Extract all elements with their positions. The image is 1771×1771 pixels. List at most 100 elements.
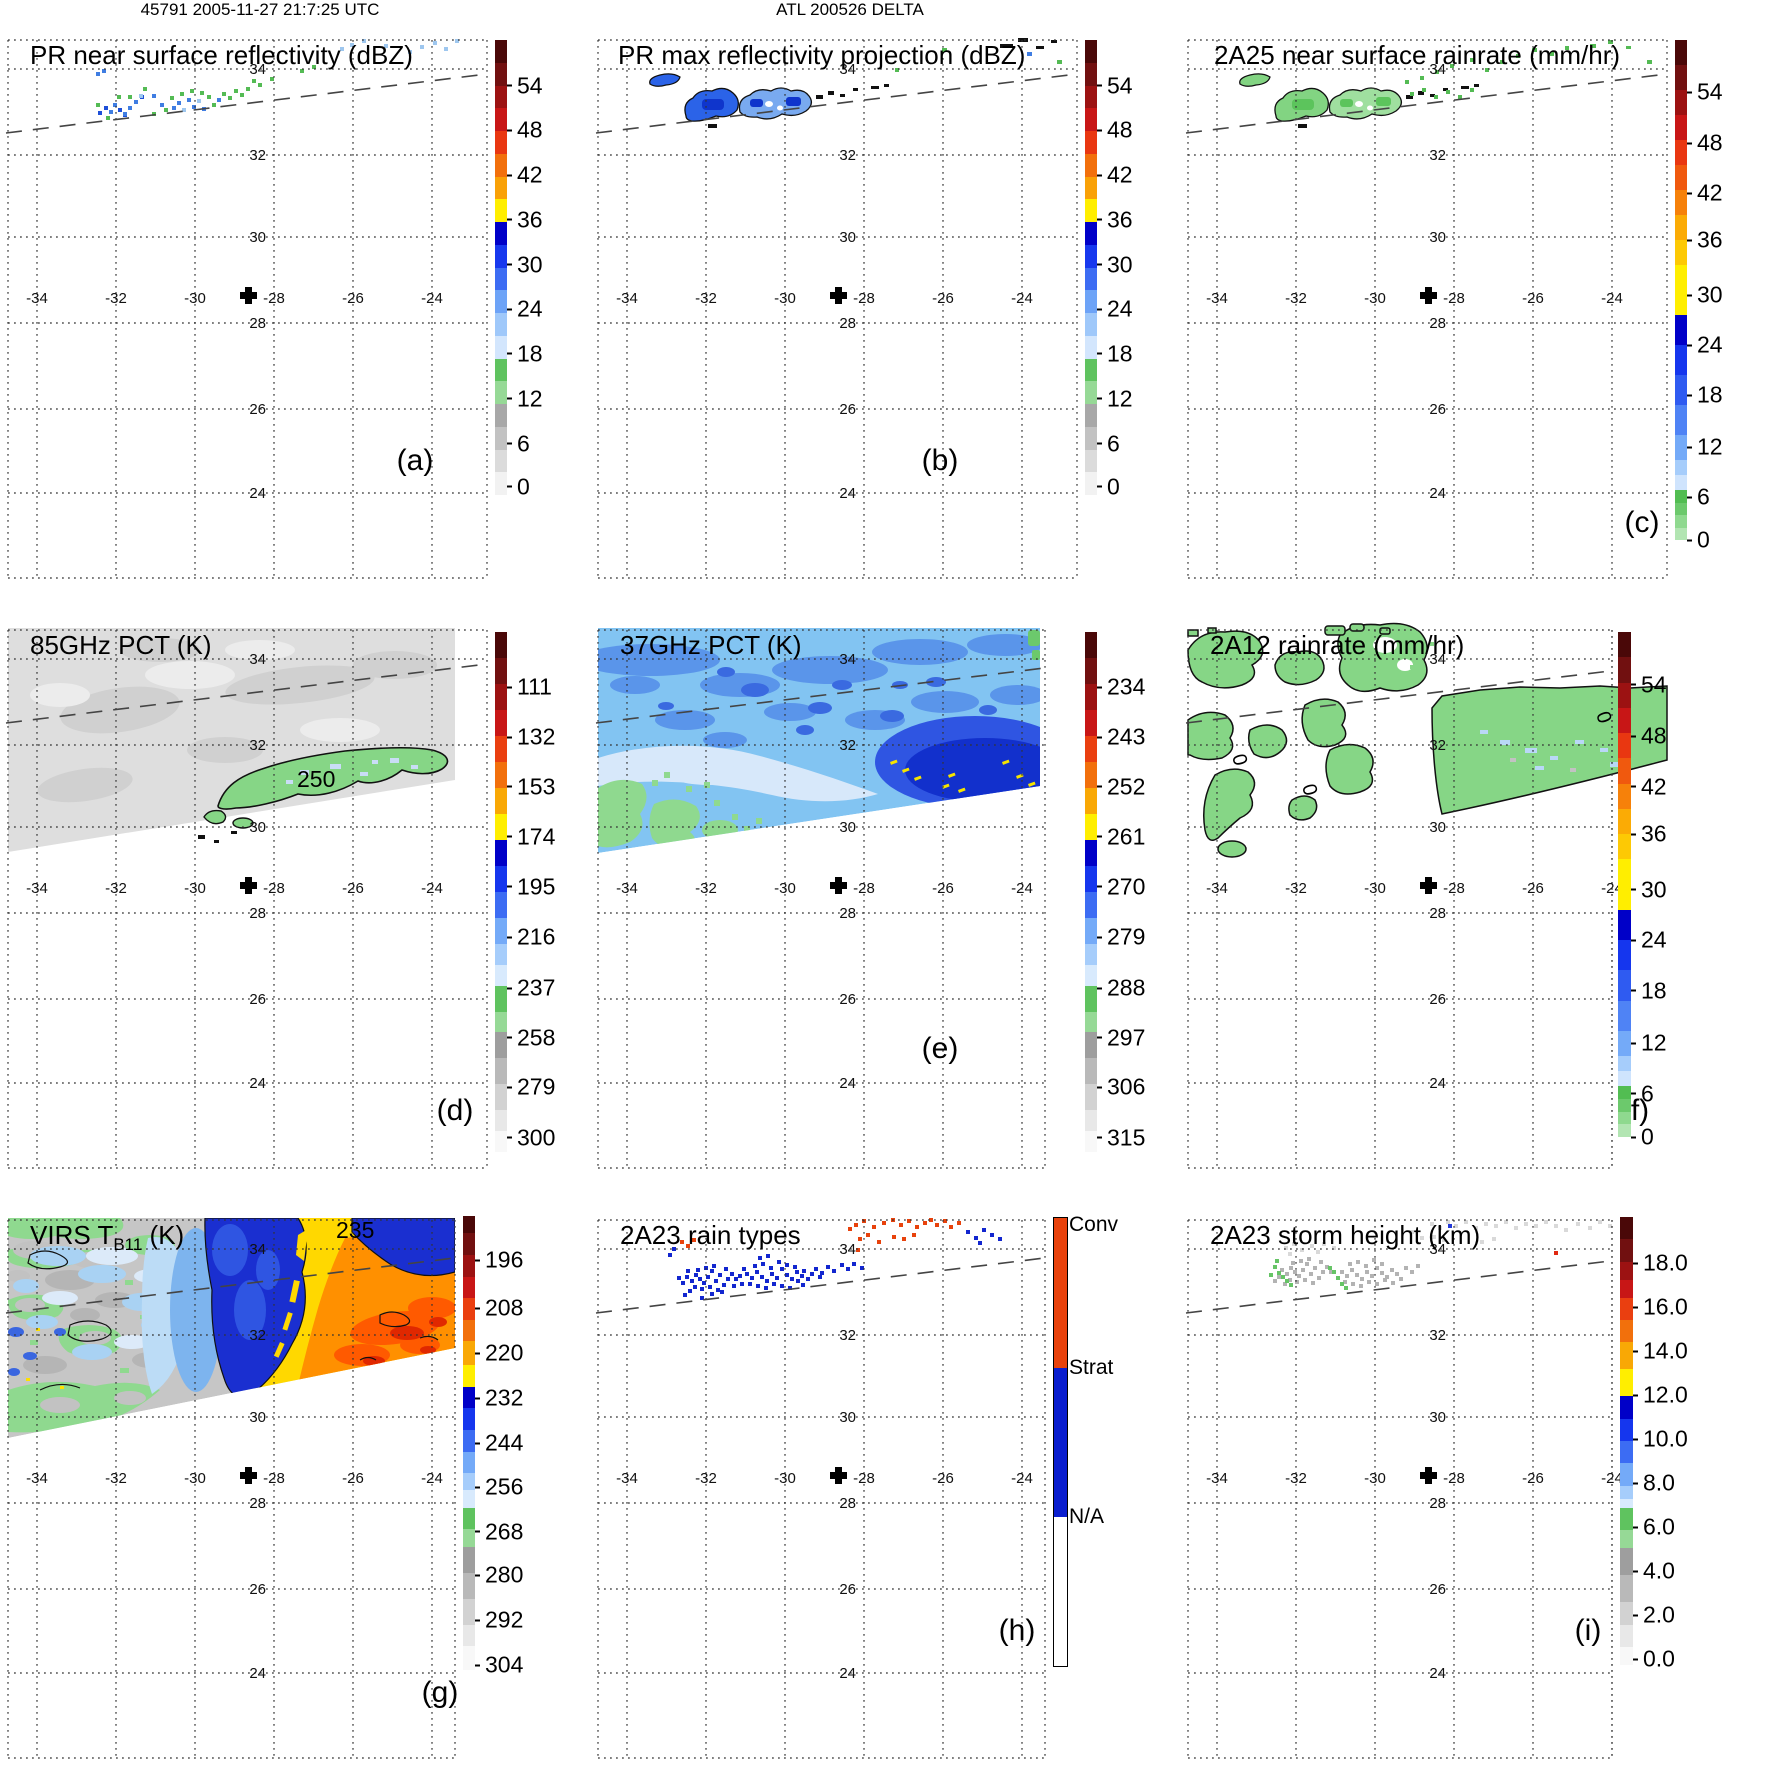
map-2a12-rainrate: 0 0 0 34 32 30 28 26 24 -34 -32 -30 -28 -26 -24 2A1… [1185, 622, 1668, 1169]
panel-d-85ghz-pct: 250 34 32 30 28 26 24 -34 -32 -30 -28 -26 -24 85GHz… [0, 590, 590, 1180]
grid-layer: 34 32 30 28 26 24 -34 -32 -30 -28 -26 -24 [595, 39, 1078, 579]
orbit-time-header: 45791 2005-11-27 21:7:25 UTC [140, 0, 380, 19]
svg-text:32: 32 [1429, 737, 1446, 754]
svg-text:-28: -28 [263, 880, 285, 897]
svg-text:-34: -34 [1206, 880, 1228, 897]
svg-text:30: 30 [249, 1409, 266, 1426]
svg-text:26: 26 [839, 1581, 856, 1598]
svg-text:-32: -32 [1285, 880, 1307, 897]
data-layer [96, 39, 459, 120]
svg-text:-26: -26 [1522, 1470, 1544, 1487]
stratiform-pixels [668, 1228, 1002, 1300]
svg-text:-24: -24 [421, 880, 443, 897]
svg-text:-30: -30 [774, 290, 796, 307]
svg-text:24: 24 [839, 485, 856, 502]
panel-letter: (d) [437, 1094, 474, 1127]
svg-text:30: 30 [249, 229, 266, 246]
svg-text:-32: -32 [695, 880, 717, 897]
panel-h-2a23-rain-types: 34 32 30 28 26 24 -34 -32 -30 -28 -26 -24 2A23 rain… [590, 1180, 1180, 1770]
grid-layer: 34 32 30 28 26 24 -34 -32 -30 -28 -26 -24 [1185, 1219, 1623, 1759]
panel-letter: (c) [1625, 506, 1660, 539]
data-layer: 235 [8, 1217, 455, 1438]
svg-text:-34: -34 [616, 1470, 638, 1487]
svg-text:28: 28 [249, 905, 266, 922]
svg-text:34: 34 [1429, 61, 1446, 78]
svg-text:-28: -28 [1443, 1470, 1465, 1487]
contour-label-0: 0 [1297, 782, 1321, 798]
svg-text:-28: -28 [263, 1470, 285, 1487]
mid-top-pixels [1269, 1259, 1348, 1290]
colorbar-rain-types: Conv Strat N/A [1053, 1213, 1118, 1667]
svg-text:-30: -30 [1364, 290, 1386, 307]
svg-text:34: 34 [249, 651, 266, 668]
data-layer [649, 38, 1062, 128]
svg-text:26: 26 [1429, 991, 1446, 1008]
svg-text:-26: -26 [1522, 880, 1544, 897]
svg-text:26: 26 [1429, 1581, 1446, 1598]
svg-text:-30: -30 [184, 1470, 206, 1487]
svg-text:26: 26 [839, 991, 856, 1008]
svg-text:-28: -28 [853, 1470, 875, 1487]
contour-label-0: 0 [1227, 752, 1251, 768]
panel-letter: (b) [922, 444, 959, 477]
svg-text:-32: -32 [1285, 1470, 1307, 1487]
svg-text:34: 34 [839, 61, 856, 78]
svg-text:-30: -30 [184, 290, 206, 307]
svg-text:-24: -24 [1601, 290, 1623, 307]
svg-text:34: 34 [1429, 651, 1446, 668]
svg-text:30: 30 [1429, 229, 1446, 246]
panel-title: PR max reflectivity projection (dBZ) [618, 40, 1025, 70]
svg-text:28: 28 [1429, 1495, 1446, 1512]
svg-text:-24: -24 [1011, 880, 1033, 897]
colorbar-rainrate-c: 54 48 42 36 30 24 18 12 6 0 [1675, 40, 1723, 553]
map-virs-tb11: 235 34 32 30 28 26 24 -34 -32 -30 -28 -26 -24 VIRS … [5, 1217, 458, 1759]
svg-text:-34: -34 [26, 880, 48, 897]
svg-text:32: 32 [249, 1327, 266, 1344]
svg-text:-32: -32 [695, 1470, 717, 1487]
grid-layer: 34 32 30 28 26 24 -34 -32 -30 -28 -26 -24 [595, 629, 1046, 1169]
svg-text:32: 32 [839, 737, 856, 754]
map-85ghz-pct: 250 34 32 30 28 26 24 -34 -32 -30 -28 -26 -24 85GHz… [5, 628, 488, 1169]
grid-layer: 34 32 30 28 26 24 -34 -32 -30 -28 -26 -24 [5, 1219, 456, 1759]
panel-title: 85GHz PCT (K) [30, 630, 212, 660]
svg-text:-24: -24 [421, 290, 443, 307]
very-low-top-pixels [1284, 1220, 1612, 1256]
svg-text:34: 34 [1429, 1241, 1446, 1258]
svg-text:24: 24 [839, 1075, 856, 1092]
svg-text:30: 30 [1429, 819, 1446, 836]
colorbar-pct37: 234 243 252 261 270 279 288 297 306 315 [1085, 632, 1145, 1152]
svg-text:-24: -24 [421, 1470, 443, 1487]
svg-text:-26: -26 [932, 1470, 954, 1487]
svg-text:-26: -26 [932, 290, 954, 307]
svg-text:-26: -26 [342, 290, 364, 307]
svg-text:32: 32 [1429, 1327, 1446, 1344]
panel-title: VIRS TB11 (K) [30, 1220, 184, 1254]
grid-layer: 34 32 30 28 26 24 -34 -32 -30 -28 -26 -24 [5, 629, 488, 1169]
svg-text:26: 26 [249, 401, 266, 418]
data-layer: 250 [8, 628, 455, 852]
svg-text:34: 34 [839, 651, 856, 668]
svg-text:-28: -28 [263, 290, 285, 307]
panel-g-virs-tb11: 235 34 32 30 28 26 24 -34 -32 -30 -28 -26 -24 VIRS … [0, 1180, 590, 1770]
grid-layer: 34 32 30 28 26 24 -34 -32 -30 -28 -26 -24 [1185, 629, 1623, 1169]
svg-text:24: 24 [1429, 1075, 1446, 1092]
svg-text:28: 28 [839, 315, 856, 332]
colorbar-rainrate-f: 54 48 42 36 30 24 18 12 6 0 [1618, 632, 1667, 1150]
panel-title: PR near surface reflectivity (dBZ) [30, 40, 413, 70]
contour-label-250: 250 [297, 766, 335, 792]
panel-title: 2A23 rain types [620, 1220, 801, 1250]
map-2a25-rainrate: 34 32 30 28 26 24 -34 -32 -30 -28 -26 -24 2A25 near… [1185, 39, 1668, 579]
contour-label-235: 235 [336, 1217, 374, 1243]
convective-pixels [680, 1218, 961, 1252]
svg-text:-32: -32 [105, 290, 127, 307]
svg-text:-28: -28 [853, 290, 875, 307]
panel-e-37ghz-pct: 34 32 30 28 26 24 -34 -32 -30 -28 -26 -24 37GHz PCT… [590, 590, 1180, 1180]
map-pr-reflectivity: 34 32 30 28 26 24 -34 -32 -30 -28 -26 -24 PR near s… [5, 39, 488, 579]
svg-text:-34: -34 [616, 290, 638, 307]
svg-text:28: 28 [1429, 315, 1446, 332]
svg-text:24: 24 [1429, 1665, 1446, 1682]
map-2a23-rain-types: 34 32 30 28 26 24 -34 -32 -30 -28 -26 -24 2A23 rain… [595, 1218, 1046, 1759]
svg-text:-34: -34 [26, 290, 48, 307]
svg-text:34: 34 [249, 1241, 266, 1258]
